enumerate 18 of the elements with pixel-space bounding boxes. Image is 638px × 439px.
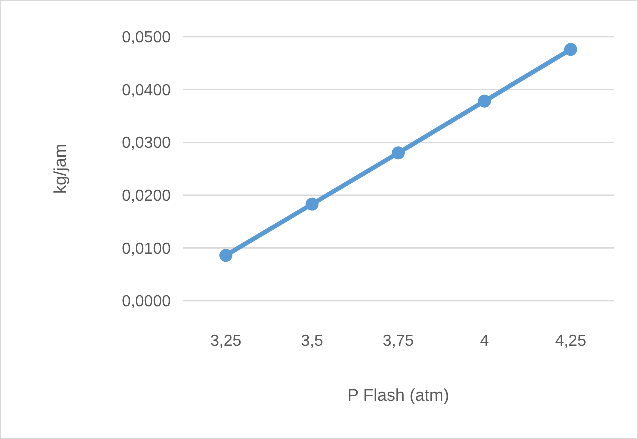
x-tick-label: 4	[480, 333, 490, 350]
y-tick-label: 0,0100	[122, 240, 172, 258]
x-tick-label: 3,5	[301, 333, 324, 350]
y-tick-label: 0,0400	[122, 82, 172, 100]
point	[564, 43, 578, 56]
x-tick-label: 3,75	[382, 333, 414, 350]
y-tick-label: 0,0200	[122, 188, 172, 205]
point	[306, 198, 319, 211]
point	[478, 94, 492, 108]
y-tick-label: 0,0300	[122, 135, 172, 152]
point	[220, 249, 233, 262]
y-tick-label: 0,0000	[122, 294, 172, 311]
point	[392, 146, 405, 160]
y-axis-title: kg/jam	[51, 144, 70, 194]
x-axis-title: P Flash (atm)	[348, 386, 450, 405]
x-tick-label: 4,25	[555, 333, 587, 350]
y-tick-label: 0,0500	[122, 30, 172, 47]
x-tick-label: 3,25	[210, 333, 242, 350]
